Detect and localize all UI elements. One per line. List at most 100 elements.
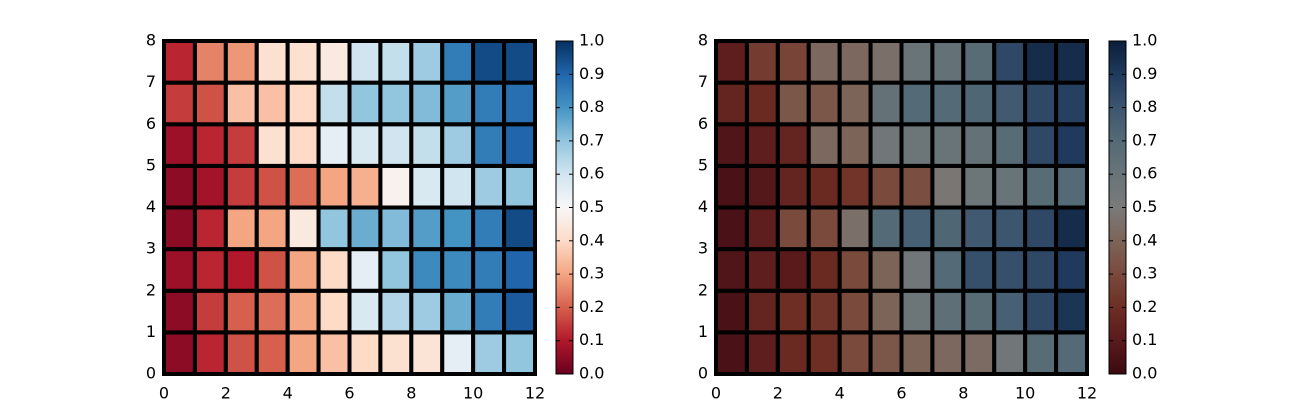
heatmap-cell xyxy=(930,80,966,127)
heatmap-cell xyxy=(1023,205,1059,252)
y-tick-label: 6 xyxy=(698,114,708,133)
y-tick-label: 5 xyxy=(146,155,156,174)
heatmap-cell xyxy=(961,247,997,293)
heatmap-cell xyxy=(714,39,749,85)
heatmap-cell xyxy=(992,247,1028,293)
heatmap-cell xyxy=(285,288,321,335)
heatmap-cell xyxy=(806,163,842,210)
heatmap-cell xyxy=(316,80,352,127)
heatmap-cell xyxy=(806,122,842,168)
heatmap-cell xyxy=(714,288,749,335)
heatmap-cell xyxy=(192,122,228,168)
heatmap-cell xyxy=(347,247,383,293)
colorbar-tick-label: 0.4 xyxy=(1132,230,1157,249)
heatmap-cell xyxy=(1054,163,1090,210)
y-tick-label: 4 xyxy=(698,197,708,216)
heatmap-cell xyxy=(868,80,904,127)
heatmap-cell xyxy=(471,330,507,376)
heatmap-cell xyxy=(254,163,290,210)
heatmap-cell xyxy=(961,330,997,376)
colorbar-tick-label: 0.7 xyxy=(579,130,604,149)
heatmap-cell xyxy=(440,330,476,376)
x-tick-label: 8 xyxy=(406,384,416,403)
heatmap-cell xyxy=(254,122,290,168)
colorbar-tick-label: 0.0 xyxy=(1132,364,1157,383)
heatmap-cell xyxy=(378,163,414,210)
heatmap-cell xyxy=(992,122,1028,168)
heatmap-cell xyxy=(992,288,1028,335)
heatmap-cell xyxy=(1023,39,1059,85)
heatmap-cell xyxy=(868,39,904,85)
heatmap-cell xyxy=(1054,80,1090,127)
x-tick-label: 6 xyxy=(896,384,906,403)
heatmap-cell xyxy=(868,163,904,210)
heatmap-cell xyxy=(192,39,228,85)
heatmap-cell xyxy=(409,163,445,210)
heatmap-cell xyxy=(502,288,538,335)
heatmap-cell xyxy=(440,163,476,210)
heatmap-cell xyxy=(899,247,935,293)
y-tick-label: 0 xyxy=(146,364,156,383)
heatmap-cell xyxy=(868,288,904,335)
x-tick-label: 12 xyxy=(525,384,545,403)
heatmap-cell xyxy=(837,163,873,210)
heatmap-cell xyxy=(714,122,749,168)
heatmap-cell xyxy=(285,39,321,85)
heatmap-cell xyxy=(899,205,935,252)
heatmap-cell xyxy=(837,330,873,376)
heatmap-cell xyxy=(1054,39,1090,85)
heatmap-cell xyxy=(837,80,873,127)
x-tick-label: 12 xyxy=(1077,384,1097,403)
heatmap-cell xyxy=(992,205,1028,252)
heatmap-cell xyxy=(837,122,873,168)
colorbar-tick-label: 0.9 xyxy=(579,64,604,83)
heatmap-cell xyxy=(744,80,780,127)
heatmap-cell xyxy=(285,122,321,168)
heatmap-cell xyxy=(1054,288,1090,335)
heatmap-cell xyxy=(285,205,321,252)
colorbar-tick-label: 0.8 xyxy=(579,97,604,116)
heatmap-cell xyxy=(471,163,507,210)
heatmap-cell xyxy=(744,39,780,85)
heatmap-cell xyxy=(930,122,966,168)
heatmap-cell xyxy=(806,80,842,127)
heatmap-cell xyxy=(961,39,997,85)
heatmap-cell xyxy=(806,247,842,293)
heatmap-cell xyxy=(316,163,352,210)
heatmap-cell xyxy=(868,330,904,376)
colorbar-tick-label: 0.5 xyxy=(1132,197,1157,216)
colorbar-tick-label: 0.1 xyxy=(579,330,604,349)
y-tick-label: 1 xyxy=(146,322,156,341)
colorbar-tick-label: 0.1 xyxy=(1132,330,1157,349)
heatmap-cell xyxy=(378,39,414,85)
heatmap-cell xyxy=(1023,163,1059,210)
heatmap-cell xyxy=(223,288,259,335)
heatmap-cell xyxy=(930,205,966,252)
heatmap-cell xyxy=(162,163,197,210)
heatmap-cell xyxy=(1054,247,1090,293)
heatmap-cell xyxy=(868,247,904,293)
heatmap-cell xyxy=(192,205,228,252)
colorbar-tick-label: 0.8 xyxy=(1132,97,1157,116)
x-tick-label: 10 xyxy=(1015,384,1035,403)
heatmap-cell xyxy=(744,247,780,293)
x-tick-label: 6 xyxy=(344,384,354,403)
heatmap-cell xyxy=(409,247,445,293)
heatmap-cell xyxy=(714,163,749,210)
x-tick-label: 2 xyxy=(773,384,783,403)
y-tick-label: 7 xyxy=(698,72,708,91)
heatmap-cell xyxy=(775,80,811,127)
heatmap-cell xyxy=(192,163,228,210)
heatmap-cell xyxy=(254,247,290,293)
y-tick-label: 4 xyxy=(146,197,156,216)
heatmap-cell xyxy=(714,330,749,376)
heatmap-cell xyxy=(378,247,414,293)
heatmap-cell xyxy=(775,163,811,210)
heatmap-cell xyxy=(409,288,445,335)
colorbar-tick-label: 0.7 xyxy=(1132,130,1157,149)
heatmap-cell xyxy=(471,39,507,85)
heatmap-cell xyxy=(992,39,1028,85)
colorbar-tick-label: 0.3 xyxy=(1132,264,1157,283)
x-tick-label: 4 xyxy=(283,384,293,403)
heatmap-cell xyxy=(806,39,842,85)
